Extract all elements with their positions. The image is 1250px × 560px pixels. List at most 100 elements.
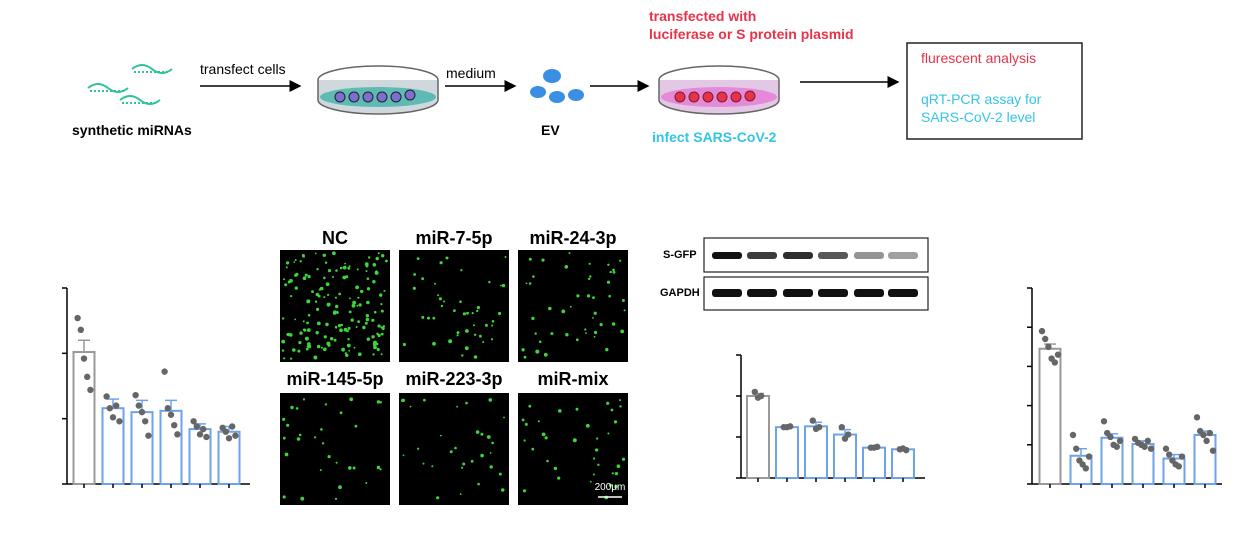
fluorescent-cell: [417, 447, 420, 450]
fluorescent-cell: [550, 332, 554, 336]
fluorescent-cell: [448, 339, 453, 344]
fluorescent-cell: [357, 320, 360, 323]
fluorescent-cell: [302, 276, 307, 281]
gapdh-band: [818, 289, 848, 297]
fluorescent-cell: [373, 310, 377, 314]
fluorescent-cell: [462, 462, 466, 466]
fluorescent-cell: [327, 269, 332, 273]
fluorescent-cell: [380, 332, 384, 336]
fluorescent-cell: [306, 321, 309, 325]
fluorescent-cell: [357, 296, 360, 299]
fluorescent-cell: [459, 300, 462, 304]
micrograph-mir-145: [280, 393, 390, 505]
fluorescent-cell: [373, 340, 377, 345]
fluorescent-cell: [488, 398, 493, 402]
data-point: [1147, 445, 1155, 452]
fluorescent-cell: [314, 300, 318, 303]
fluorescent-cell: [423, 398, 426, 402]
data-point: [1166, 451, 1173, 458]
fluorescent-cell: [302, 320, 305, 323]
fluorescent-cell: [544, 436, 548, 440]
bar: [862, 446, 886, 480]
fluorescent-cell: [537, 420, 540, 423]
micrograph-panel: NC miR-7-5p miR-24-3p miR-145-5p miR-223…: [280, 228, 628, 505]
fluorescent-cell: [609, 270, 612, 274]
fluorescent-cell: [366, 337, 370, 341]
fluorescent-cell: [588, 262, 591, 265]
fluorescent-cell: [569, 305, 572, 308]
fluorescent-cell: [317, 294, 321, 298]
fluorescent-cell: [365, 482, 368, 484]
fluorescent-cell: [330, 337, 334, 341]
fluorescent-cell: [307, 344, 312, 349]
fluorescent-cell: [360, 289, 364, 294]
micro-title-mir-145: miR-145-5p: [286, 369, 383, 389]
fluorescent-cell: [348, 349, 351, 352]
fluorescent-cell: [313, 355, 318, 360]
data-point: [1045, 343, 1052, 350]
bar: [159, 409, 183, 485]
fluorescent-cell: [380, 309, 384, 313]
fluorescent-cell: [616, 464, 621, 469]
fluorescent-cell: [346, 343, 351, 348]
fluorescent-cell: [535, 349, 540, 354]
fluorescent-cell: [575, 338, 579, 342]
data-point: [142, 418, 149, 425]
data-point: [1107, 433, 1114, 441]
fluorescent-cell: [606, 401, 610, 405]
gapdh-band: [747, 289, 777, 297]
fluorescent-cell: [532, 275, 535, 278]
data-point: [1073, 445, 1080, 452]
fluorescent-cell: [459, 493, 462, 496]
fluorescent-cell: [416, 257, 420, 260]
fluorescent-cell: [283, 278, 286, 281]
fluorescent-cell: [491, 441, 494, 445]
fluorescent-cell: [422, 462, 425, 465]
fluorescent-cell: [611, 322, 616, 326]
fluorescent-cell: [311, 290, 314, 293]
data-point: [1069, 431, 1077, 439]
fluorescent-cell: [375, 270, 378, 273]
blot-row-sgfp: S-GFP: [663, 249, 697, 261]
fluorescent-cell: [301, 254, 305, 257]
fluorescent-cell: [294, 286, 298, 290]
fluorescent-cell: [489, 465, 493, 469]
fluorescent-cell: [294, 259, 297, 261]
data-point: [1141, 443, 1148, 450]
fluorescent-cell: [332, 251, 336, 256]
bar: [1038, 347, 1062, 486]
data-point: [84, 373, 91, 381]
mirna-strands-icon: [87, 64, 173, 105]
fluorescent-cell: [377, 324, 381, 328]
fluorescent-cell: [443, 300, 445, 303]
micro-title-nc: NC: [322, 228, 348, 248]
data-point: [903, 446, 910, 454]
fluorescent-cell: [449, 450, 453, 454]
fluorescent-cell: [465, 401, 468, 405]
fluorescent-cell: [356, 304, 359, 307]
fluorescent-cell: [607, 432, 610, 435]
fluorescent-cell: [592, 296, 595, 299]
fluorescent-cell: [504, 256, 507, 258]
fluorescent-cell: [364, 262, 369, 266]
micrograph-mir-223: [399, 393, 509, 505]
fluorescent-cell: [480, 432, 484, 436]
fluorescent-cell: [318, 288, 321, 291]
fluorescent-cell: [323, 347, 327, 352]
data-point: [106, 405, 114, 412]
fluorescent-cell: [528, 282, 532, 285]
data-point: [758, 392, 765, 400]
bar: [746, 395, 770, 479]
fluorescent-cell: [334, 325, 338, 329]
fluorescent-cell: [606, 280, 611, 284]
fluorescent-cell: [599, 323, 603, 327]
fluorescent-cell: [531, 316, 535, 321]
fluorescent-cell: [380, 303, 383, 306]
fluorescent-cell: [376, 400, 381, 404]
data-point: [874, 443, 881, 451]
data-point: [77, 326, 85, 334]
fluorescent-cell: [541, 258, 545, 262]
fluorescent-cell: [335, 461, 338, 464]
data-point: [190, 418, 197, 425]
fluorescent-cell: [421, 315, 425, 319]
